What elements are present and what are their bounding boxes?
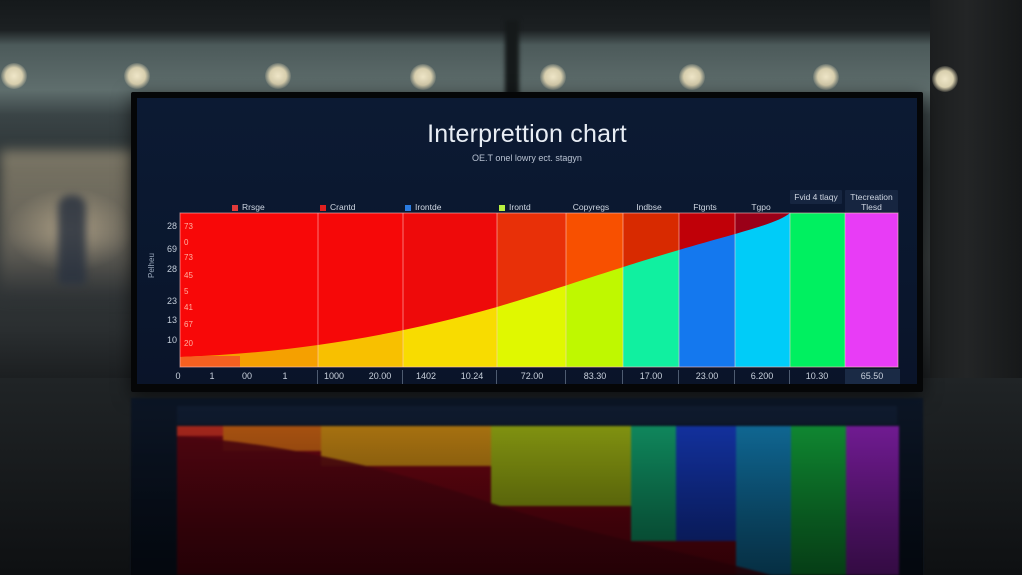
x-tick: 0	[175, 371, 181, 381]
ceiling-light-icon	[540, 64, 566, 90]
x-tick: 72.00	[520, 371, 544, 381]
legend-item: Irontde	[405, 202, 441, 212]
ceiling-light-icon	[813, 64, 839, 90]
x-tick: 23.00	[695, 371, 719, 381]
ceiling-light-icon	[1, 63, 27, 89]
inner-label: 41	[184, 303, 193, 312]
ceiling-light-icon	[124, 63, 150, 89]
x-tick: 00	[241, 371, 252, 381]
x-tick: 83.30	[583, 371, 607, 381]
legend-swatch-icon	[232, 204, 238, 211]
x-divider	[789, 370, 790, 384]
x-tick: 10.30	[805, 371, 829, 381]
x-divider	[678, 370, 679, 384]
x-divider	[496, 370, 497, 384]
inner-label: 45	[184, 271, 193, 280]
x-tick: 17.00	[639, 371, 663, 381]
inner-label: 5	[184, 287, 189, 296]
legend-swatch-icon	[405, 204, 411, 211]
inner-label: 67	[184, 320, 193, 329]
column-header: Indbse	[636, 202, 662, 212]
y-tick: 28	[166, 221, 177, 231]
x-tick: 1	[209, 371, 215, 381]
y-tick: 10	[166, 335, 177, 345]
ceiling-light-icon	[932, 66, 958, 92]
background-person-silhouette	[58, 195, 86, 285]
inner-label: 0	[184, 238, 189, 247]
x-tick: 1	[282, 371, 288, 381]
chart-subtitle: OE.T onel lowry ect. stagyn	[472, 153, 582, 163]
x-divider	[565, 370, 566, 384]
x-divider	[734, 370, 735, 384]
y-tick: 23	[166, 296, 177, 306]
column-header: Ttecreation Tlesd	[845, 190, 898, 214]
x-tick: 1000	[323, 371, 345, 381]
plot-area	[179, 212, 899, 368]
y-tick: 13	[166, 315, 177, 325]
column-header: Ftgnts	[693, 202, 717, 212]
x-tick: 65.50	[860, 371, 884, 381]
inner-label: 73	[184, 222, 193, 231]
ceiling-light-icon	[679, 64, 705, 90]
legend-swatch-icon	[320, 204, 326, 211]
x-tick: 10.24	[460, 371, 484, 381]
chart-title: Interprettion chart	[427, 120, 627, 148]
legend-item: Crantd	[320, 202, 356, 212]
chart-screen: Interprettion chart OE.T onel lowry ect.…	[137, 98, 917, 384]
column-header: Fvid 4 tlaqy	[790, 190, 842, 204]
x-divider	[402, 370, 403, 384]
x-axis-last-cell	[845, 369, 900, 384]
legend-item: Rrsge	[232, 202, 265, 212]
inner-label: 20	[184, 339, 193, 348]
monitor: Interprettion chart OE.T onel lowry ect.…	[131, 92, 923, 392]
legend-item: Irontd	[499, 202, 531, 212]
ceiling-light-icon	[410, 64, 436, 90]
x-tick: 1402	[415, 371, 437, 381]
legend-swatch-icon	[499, 204, 505, 211]
x-divider	[317, 370, 318, 384]
x-tick: 6.200	[750, 371, 774, 381]
ceiling-light-icon	[265, 63, 291, 89]
column-header: Tgpo	[751, 202, 771, 212]
x-divider	[622, 370, 623, 384]
column-header: Copyregs	[572, 202, 610, 212]
reflection-shade	[131, 398, 923, 575]
inner-label: 73	[184, 253, 193, 262]
background-pillar	[505, 20, 519, 110]
y-tick: 69	[166, 244, 177, 254]
y-tick: 28	[166, 264, 177, 274]
x-tick: 20.00	[368, 371, 392, 381]
